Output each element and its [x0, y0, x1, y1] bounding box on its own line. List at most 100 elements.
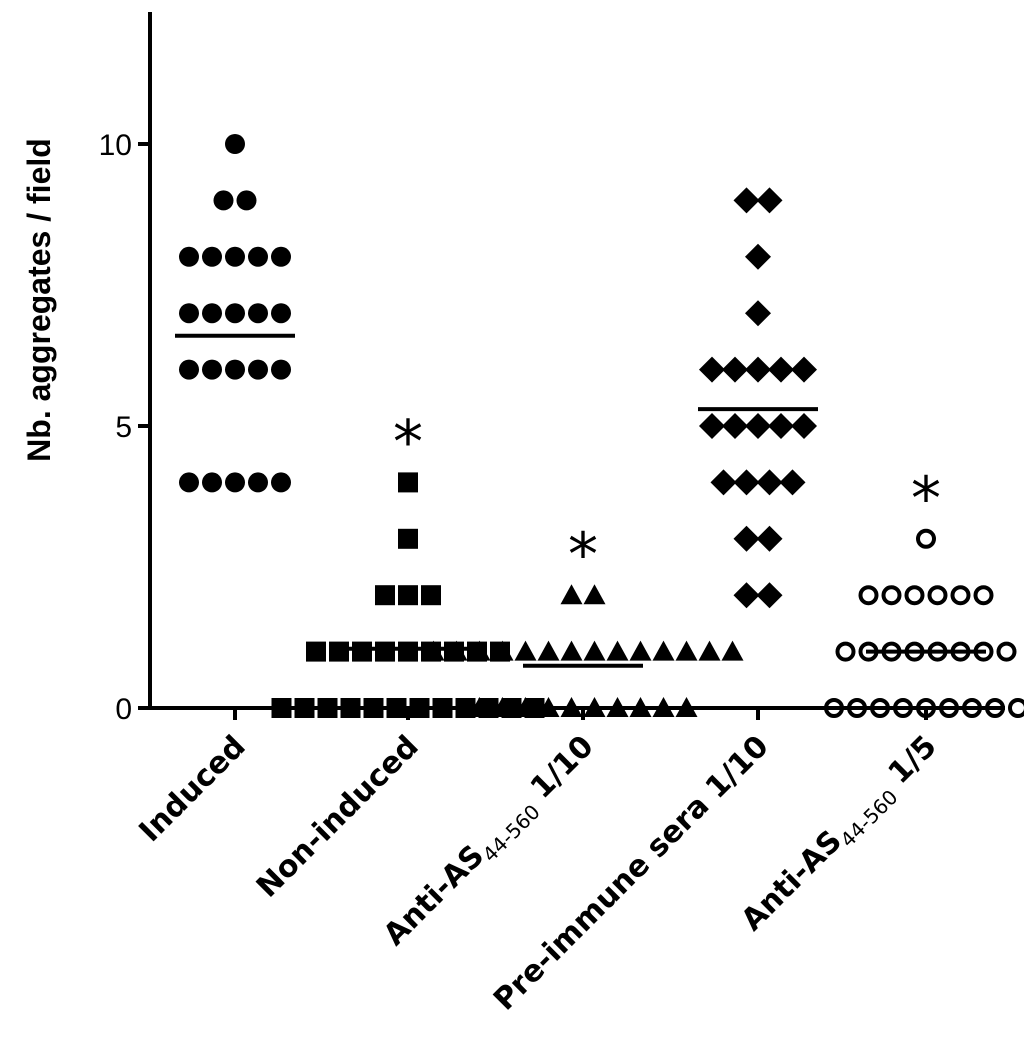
data-point	[537, 640, 560, 661]
data-point	[904, 585, 925, 606]
data-point	[213, 190, 234, 211]
data-point	[858, 585, 879, 606]
data-point	[973, 585, 994, 606]
data-point	[745, 356, 771, 383]
y-axis-label: Nb. aggregates / field	[21, 138, 57, 462]
data-point	[225, 472, 245, 493]
data-point	[756, 469, 783, 496]
data-point	[881, 585, 902, 606]
data-point	[202, 359, 222, 380]
data-point	[745, 243, 771, 270]
data-point	[225, 246, 245, 267]
data-point	[225, 134, 245, 154]
data-point	[306, 641, 326, 662]
series-group	[175, 134, 295, 493]
significance-marker: *	[568, 520, 598, 590]
data-point	[768, 413, 794, 439]
data-point	[791, 413, 817, 439]
y-tick-label: 10	[99, 129, 132, 162]
data-point	[756, 582, 783, 609]
data-point	[560, 584, 583, 605]
data-point	[722, 413, 748, 439]
data-point	[225, 303, 245, 324]
category-label: Pre-immune sera 1/10	[487, 729, 776, 1018]
data-point	[236, 190, 257, 211]
data-point	[699, 413, 725, 439]
category-label: Induced	[132, 729, 252, 849]
data-point	[652, 640, 675, 661]
data-point	[248, 359, 268, 380]
data-point	[560, 640, 583, 661]
data-point	[398, 528, 418, 549]
series-group: *	[271, 407, 545, 718]
data-point	[733, 582, 760, 609]
data-point	[722, 356, 748, 383]
data-point	[468, 640, 491, 661]
data-point	[398, 641, 418, 662]
data-point	[699, 356, 725, 383]
data-point	[271, 359, 291, 380]
data-point	[916, 528, 936, 549]
data-point	[179, 246, 199, 267]
data-point	[675, 640, 698, 661]
data-point	[835, 641, 856, 662]
data-point	[375, 641, 395, 662]
category-label: Non-induced	[250, 729, 426, 905]
data-point	[179, 472, 199, 493]
data-point	[398, 585, 418, 606]
data-point	[352, 641, 372, 662]
data-point	[202, 472, 222, 493]
data-point	[629, 640, 652, 661]
data-point	[745, 300, 771, 327]
data-point	[756, 525, 783, 552]
data-point	[756, 187, 783, 214]
series-group: *	[422, 520, 744, 717]
data-point	[421, 585, 441, 606]
data-point	[733, 187, 760, 214]
data-point	[698, 640, 721, 661]
data-point	[202, 246, 222, 267]
data-point	[950, 585, 971, 606]
data-point	[445, 640, 468, 661]
y-axis: 0 5 10	[99, 12, 152, 726]
significance-marker: *	[393, 407, 423, 477]
data-point	[375, 585, 395, 606]
data-point	[583, 584, 606, 605]
data-point	[248, 246, 268, 267]
data-point	[202, 303, 222, 324]
data-point	[225, 359, 245, 380]
data-point	[248, 303, 268, 324]
data-point	[514, 640, 537, 661]
series-group: *	[824, 464, 1024, 718]
data-point	[271, 246, 291, 267]
data-point	[768, 356, 794, 383]
series-group	[698, 187, 818, 609]
data-point	[791, 356, 817, 383]
data-point	[710, 469, 737, 496]
data-point	[271, 303, 291, 324]
data-point	[996, 641, 1017, 662]
data-point	[606, 640, 629, 661]
data-point	[271, 472, 291, 493]
data-point	[733, 469, 760, 496]
data-point	[179, 359, 199, 380]
data-point	[733, 525, 760, 552]
data-point	[422, 640, 445, 661]
data-point	[491, 640, 514, 661]
data-point	[248, 472, 268, 493]
data-point	[329, 641, 349, 662]
data-point	[398, 472, 418, 493]
data-point	[583, 640, 606, 661]
data-point	[1008, 698, 1024, 718]
data-point	[179, 303, 199, 324]
data-point	[745, 413, 771, 439]
data-point	[927, 585, 948, 606]
data-point	[779, 469, 806, 496]
significance-marker: *	[911, 464, 941, 534]
y-tick-label: 0	[115, 693, 132, 726]
data-point	[721, 640, 744, 661]
plot-area: * * *	[175, 134, 1024, 718]
y-tick-label: 5	[115, 411, 132, 444]
